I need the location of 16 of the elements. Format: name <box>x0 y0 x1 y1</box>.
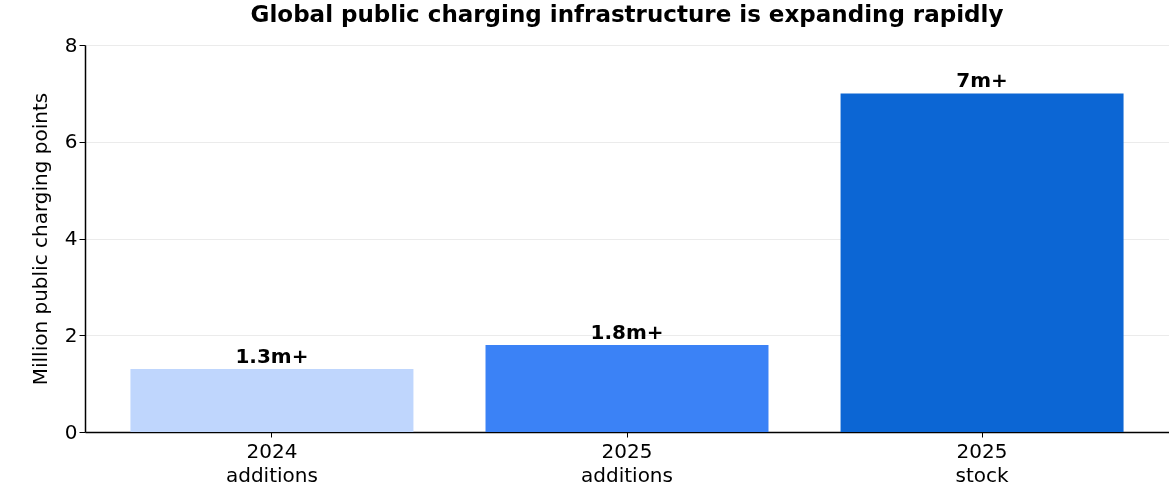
chart-title: Global public charging infrastructure is expanding rapidly <box>250 1 1004 27</box>
x-tick-label: 2025 additions <box>581 438 673 487</box>
y-tick-label: 0 <box>64 419 78 444</box>
y-tick-label: 8 <box>64 32 78 57</box>
y-tick-label: 6 <box>64 129 78 154</box>
bar <box>840 93 1124 432</box>
data-label: 1.8m+ <box>590 319 664 344</box>
data-label: 7m+ <box>956 68 1008 93</box>
bar <box>485 344 769 432</box>
x-tick-label: 2024 additions <box>225 438 318 487</box>
x-tick-label: 2025 stock <box>955 438 1010 487</box>
y-axis-title: Million public charging points <box>27 92 52 386</box>
y-tick-label: 2 <box>64 322 78 347</box>
data-label: 1.3m+ <box>235 344 309 369</box>
y-tick-label: 4 <box>64 226 78 250</box>
bar <box>130 369 414 432</box>
